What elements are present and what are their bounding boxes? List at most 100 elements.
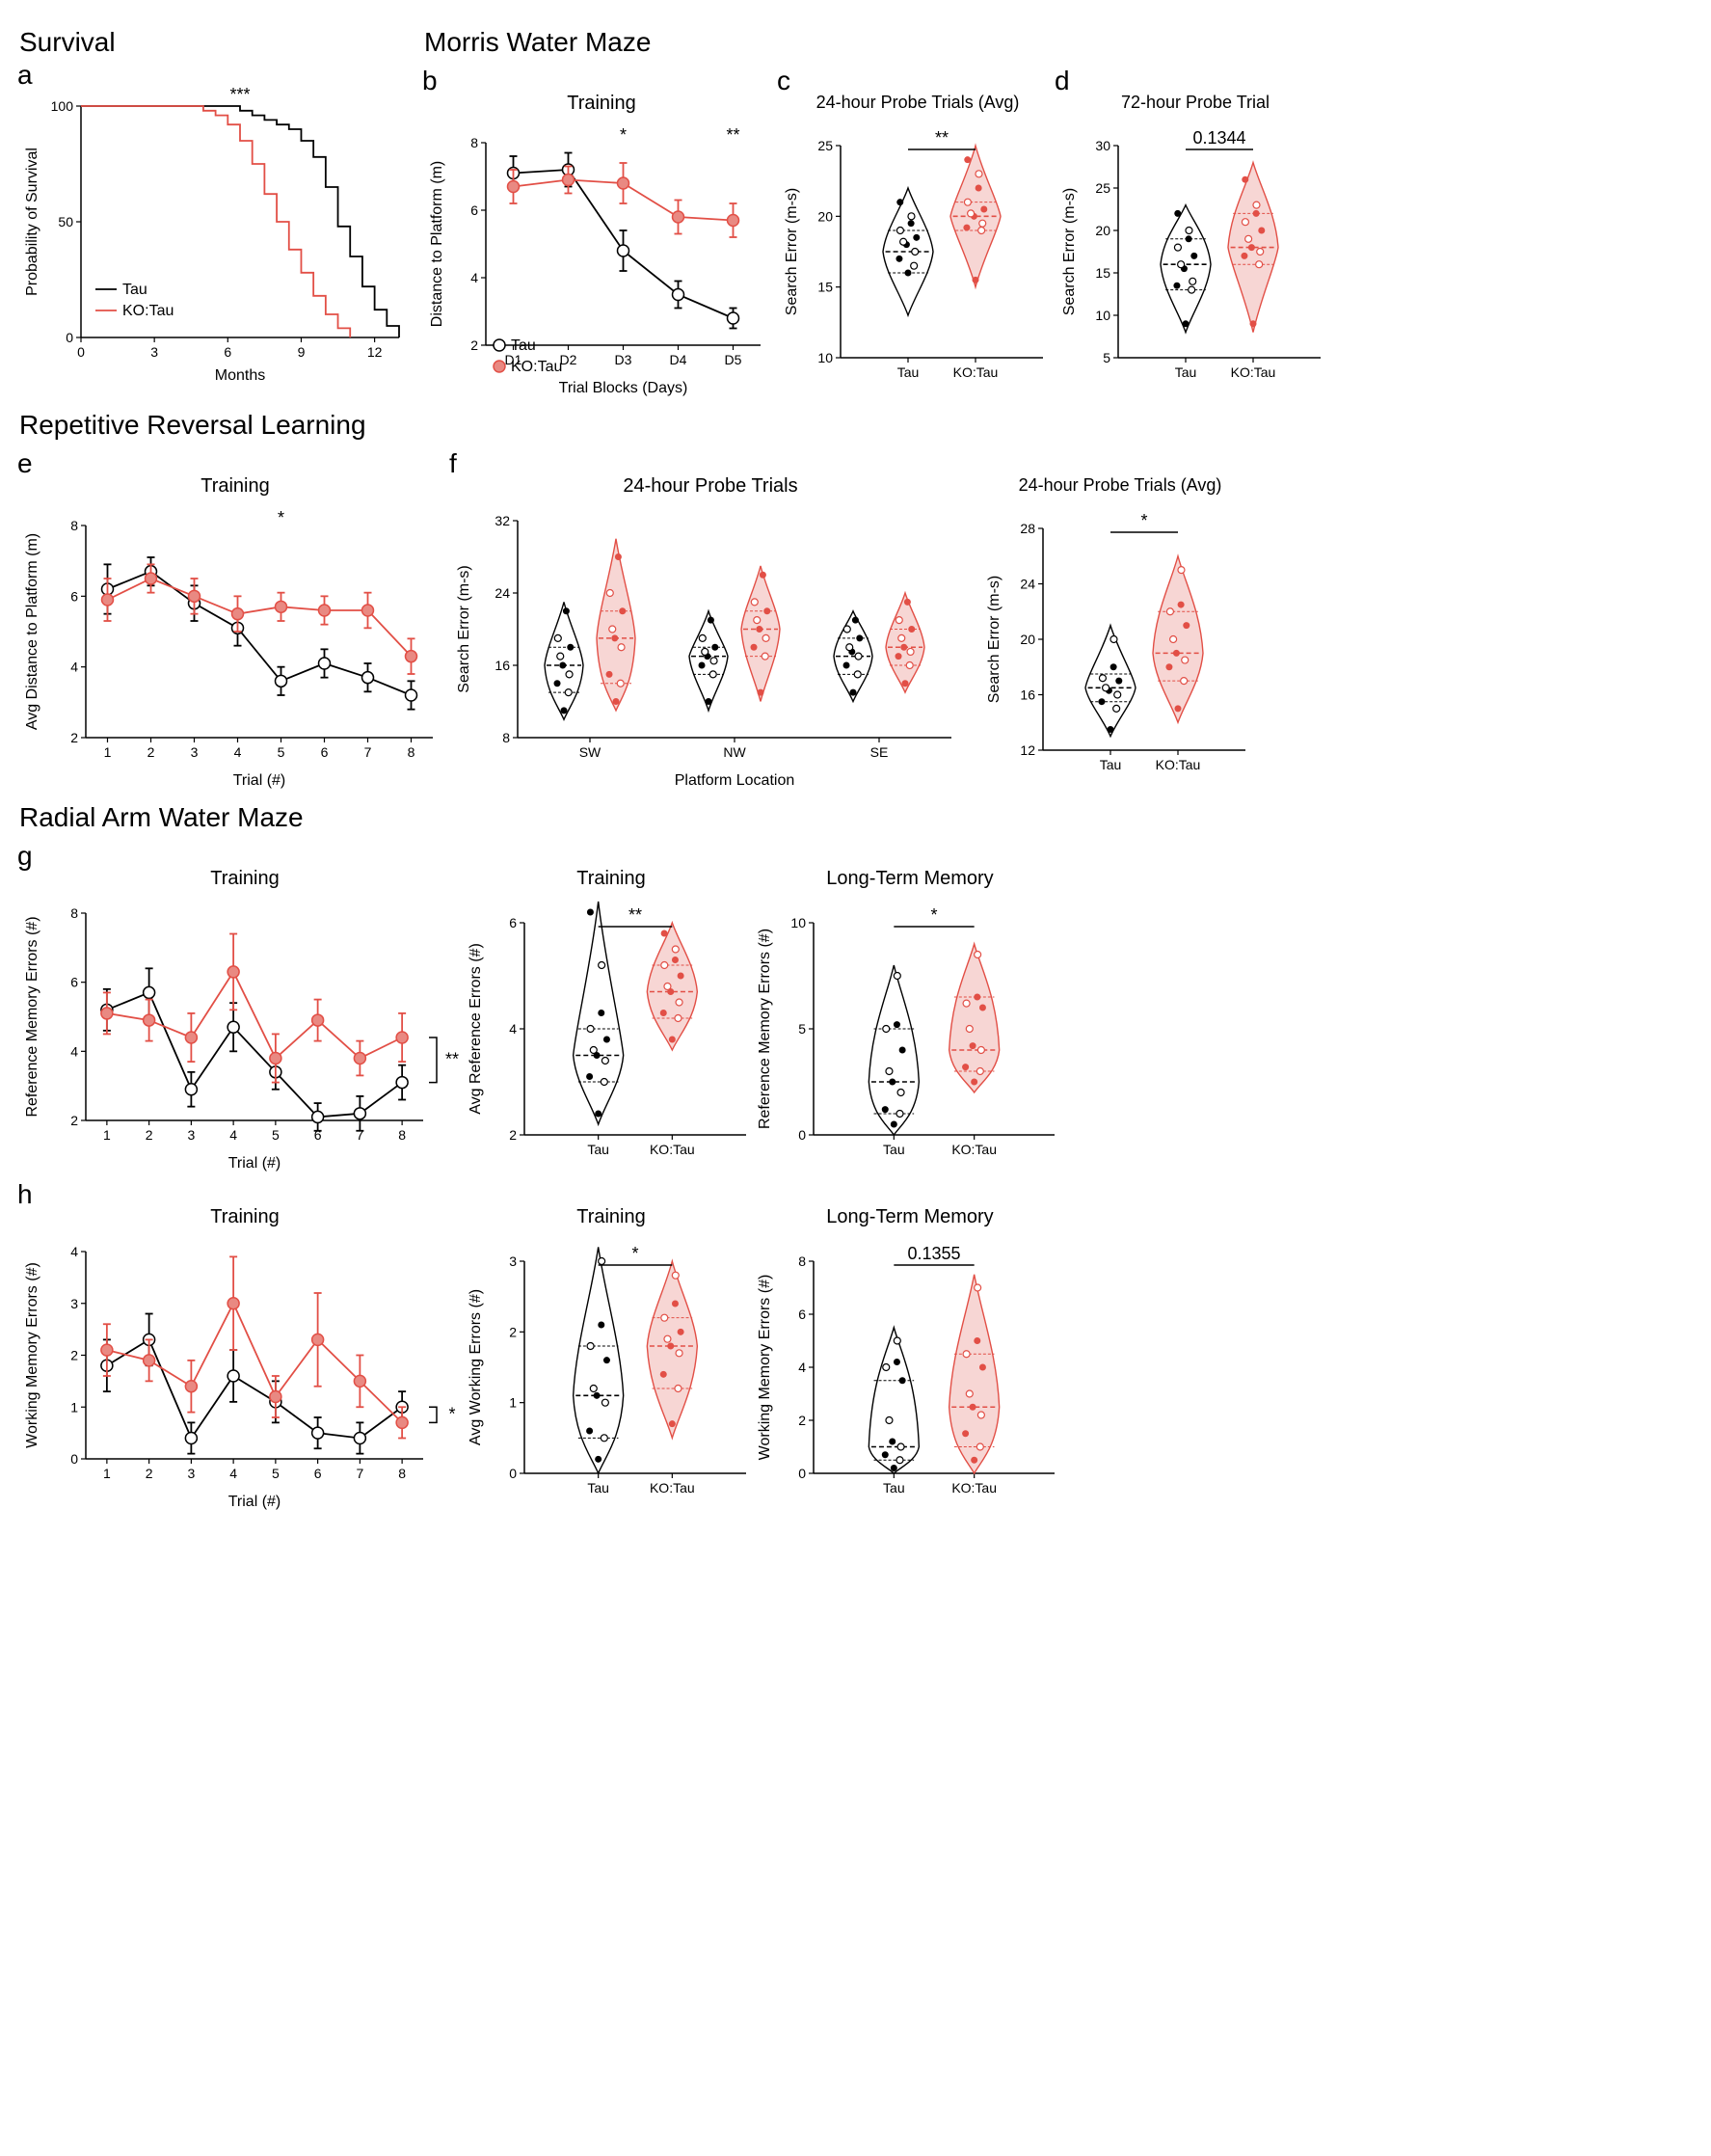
chart-d: 51015202530TauKO:TauSearch Error (m-s)0.… xyxy=(1060,117,1330,396)
row-2: e Training 246812345678Trial (#)Avg Dist… xyxy=(19,446,1692,795)
svg-text:4: 4 xyxy=(70,660,78,675)
svg-text:6: 6 xyxy=(509,915,517,930)
svg-text:8: 8 xyxy=(398,1127,406,1143)
svg-text:1: 1 xyxy=(103,1127,111,1143)
panel-f: f 24-hour Probe Trials 8162432SWNWSEPlat… xyxy=(455,475,1255,791)
section-rawm: Radial Arm Water Maze xyxy=(19,802,1692,833)
svg-text:1: 1 xyxy=(104,744,112,760)
panel-a: a 050100036912MonthsProbability of Survi… xyxy=(23,87,420,386)
title-g-left: Training xyxy=(23,868,467,890)
svg-text:28: 28 xyxy=(1020,521,1035,536)
svg-text:6: 6 xyxy=(321,744,329,760)
svg-text:16: 16 xyxy=(1020,687,1035,703)
svg-text:***: *** xyxy=(229,87,250,104)
row-3: g Training 246812345678Trial (#)Referenc… xyxy=(19,839,1692,1177)
svg-text:Probability of Survival: Probability of Survival xyxy=(24,148,40,296)
svg-text:7: 7 xyxy=(356,1466,363,1481)
svg-text:0.1355: 0.1355 xyxy=(907,1244,960,1263)
svg-text:**: ** xyxy=(445,1049,459,1068)
panel-g: g Training 246812345678Trial (#)Referenc… xyxy=(23,868,1064,1173)
svg-text:3: 3 xyxy=(191,744,199,760)
svg-text:8: 8 xyxy=(70,518,78,533)
svg-text:2: 2 xyxy=(147,744,155,760)
row-4: h Training 0123412345678Trial (#)Working… xyxy=(19,1177,1692,1516)
svg-text:20: 20 xyxy=(1020,632,1035,647)
section-mwm: Morris Water Maze xyxy=(424,27,1692,58)
svg-text:KO:Tau: KO:Tau xyxy=(951,1480,997,1496)
svg-text:8: 8 xyxy=(798,1253,806,1269)
svg-text:Tau: Tau xyxy=(883,1480,905,1496)
svg-text:Months: Months xyxy=(215,367,265,384)
chart-h-right: 02468TauKO:TauWorking Memory Errors (#)0… xyxy=(756,1232,1064,1512)
svg-text:8: 8 xyxy=(470,135,478,150)
panel-c: c 24-hour Probe Trials (Avg) 10152025Tau… xyxy=(783,93,1053,396)
svg-text:Tau: Tau xyxy=(897,364,920,380)
svg-text:4: 4 xyxy=(509,1021,517,1037)
title-c: 24-hour Probe Trials (Avg) xyxy=(783,93,1053,113)
chart-g-left: 246812345678Trial (#)Reference Memory Er… xyxy=(23,894,467,1173)
title-b: Training xyxy=(428,93,775,115)
svg-text:*: * xyxy=(930,905,937,925)
svg-text:2: 2 xyxy=(798,1413,806,1428)
svg-text:8: 8 xyxy=(398,1466,406,1481)
svg-text:30: 30 xyxy=(1095,138,1110,153)
svg-text:*: * xyxy=(448,1404,455,1423)
panel-letter-b: b xyxy=(422,66,438,96)
svg-text:5: 5 xyxy=(272,1466,280,1481)
svg-text:2: 2 xyxy=(146,1127,153,1143)
chart-h-mid: 0123TauKO:TauAvg Working Errors (#)* xyxy=(467,1232,756,1512)
figure-container: Survival a 050100036912MonthsProbability… xyxy=(19,19,1692,1516)
svg-text:*: * xyxy=(278,508,284,527)
svg-text:6: 6 xyxy=(224,344,231,360)
panel-letter-d: d xyxy=(1055,66,1070,96)
svg-text:Search Error (m-s): Search Error (m-s) xyxy=(1061,188,1078,315)
svg-text:SE: SE xyxy=(870,744,889,760)
svg-text:8: 8 xyxy=(408,744,415,760)
svg-text:KO:Tau: KO:Tau xyxy=(511,359,562,375)
svg-text:4: 4 xyxy=(798,1360,806,1375)
svg-text:KO:Tau: KO:Tau xyxy=(953,364,999,380)
svg-text:0: 0 xyxy=(798,1127,806,1143)
chart-f-right: 1216202428TauKO:TauSearch Error (m-s)* xyxy=(985,499,1255,789)
svg-text:Trial (#): Trial (#) xyxy=(233,772,286,789)
svg-text:KO:Tau: KO:Tau xyxy=(650,1142,695,1157)
svg-text:Tau: Tau xyxy=(587,1480,609,1496)
title-g-right: Long-Term Memory xyxy=(756,868,1064,890)
svg-text:KO:Tau: KO:Tau xyxy=(650,1480,695,1496)
svg-text:7: 7 xyxy=(364,744,372,760)
chart-b: 2468D1D2D3D4D5Trial Blocks (Days)Distanc… xyxy=(428,119,775,398)
svg-text:24: 24 xyxy=(1020,577,1035,592)
svg-text:Platform Location: Platform Location xyxy=(675,772,795,789)
svg-text:0.1344: 0.1344 xyxy=(1192,128,1245,148)
svg-text:Search Error (m-s): Search Error (m-s) xyxy=(986,576,1003,703)
svg-text:Search Error (m-s): Search Error (m-s) xyxy=(784,188,800,315)
svg-text:**: ** xyxy=(935,128,949,148)
svg-text:5: 5 xyxy=(1103,350,1110,365)
svg-text:Avg Working Errors (#): Avg Working Errors (#) xyxy=(468,1289,484,1445)
panel-b: b Training 2468D1D2D3D4D5Trial Blocks (D… xyxy=(428,93,775,398)
svg-text:1: 1 xyxy=(103,1466,111,1481)
svg-text:**: ** xyxy=(628,905,642,925)
svg-text:Distance to Platform (m): Distance to Platform (m) xyxy=(429,161,445,327)
chart-a: 050100036912MonthsProbability of Surviva… xyxy=(23,87,409,386)
svg-text:4: 4 xyxy=(70,1043,78,1059)
chart-h-left: 0123412345678Trial (#)Working Memory Err… xyxy=(23,1232,467,1512)
svg-text:8: 8 xyxy=(70,905,78,921)
svg-text:KO:Tau: KO:Tau xyxy=(122,303,174,319)
svg-text:12: 12 xyxy=(367,344,383,360)
svg-text:10: 10 xyxy=(817,350,833,365)
svg-text:6: 6 xyxy=(470,202,478,218)
svg-text:100: 100 xyxy=(51,98,74,114)
chart-e: 246812345678Trial (#)Avg Distance to Pla… xyxy=(23,501,447,791)
svg-text:Reference Memory Errors (#): Reference Memory Errors (#) xyxy=(757,929,773,1129)
svg-text:4: 4 xyxy=(470,270,478,285)
svg-text:2: 2 xyxy=(509,1324,517,1339)
svg-text:Reference Memory Errors (#): Reference Memory Errors (#) xyxy=(24,916,40,1117)
svg-text:0: 0 xyxy=(77,344,85,360)
svg-text:1: 1 xyxy=(509,1395,517,1411)
chart-c: 10152025TauKO:TauSearch Error (m-s)** xyxy=(783,117,1053,396)
svg-text:15: 15 xyxy=(817,280,833,295)
svg-text:Trial Blocks (Days): Trial Blocks (Days) xyxy=(559,380,688,396)
title-f-right: 24-hour Probe Trials (Avg) xyxy=(985,475,1255,496)
svg-text:Working Memory Errors (#): Working Memory Errors (#) xyxy=(24,1262,40,1448)
